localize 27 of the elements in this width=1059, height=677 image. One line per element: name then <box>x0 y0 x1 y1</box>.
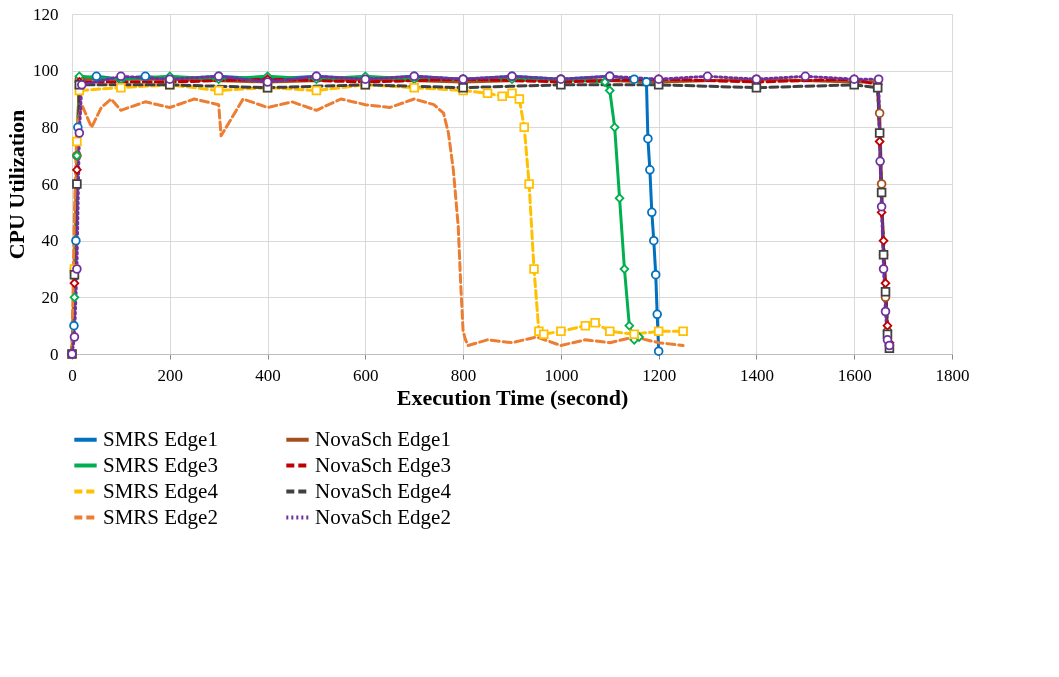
y-tick-label: 60 <box>41 174 59 194</box>
legend-label: NovaSch Edge1 <box>315 426 451 451</box>
x-tick-label: 600 <box>353 365 379 385</box>
x-tick-label: 0 <box>68 365 77 385</box>
x-tick-label: 800 <box>450 365 477 385</box>
legend-label: NovaSch Edge4 <box>315 478 452 503</box>
legend-label: SMRS Edge2 <box>103 504 218 529</box>
x-tick-label: 400 <box>255 365 281 385</box>
legend-label: SMRS Edge3 <box>103 452 218 477</box>
x-tick-label: 1800 <box>935 365 970 385</box>
x-tick-label: 1000 <box>544 365 579 385</box>
y-tick-label: 20 <box>41 287 59 307</box>
x-tick-label: 200 <box>157 365 184 385</box>
legend-label: NovaSch Edge3 <box>315 452 451 477</box>
x-tick-label: 1600 <box>837 365 872 385</box>
legend-label: SMRS Edge4 <box>103 478 219 503</box>
x-tick-label: 1200 <box>642 365 677 385</box>
y-tick-label: 80 <box>41 117 59 137</box>
y-axis-title: CPU Utilization <box>4 109 29 260</box>
y-tick-label: 40 <box>41 231 59 251</box>
y-tick-label: 0 <box>50 344 59 364</box>
legend-label: NovaSch Edge2 <box>315 504 451 529</box>
x-tick-label: 1400 <box>739 365 774 385</box>
y-tick-label: 100 <box>33 61 59 81</box>
x-axis-title: Execution Time (second) <box>396 384 629 410</box>
legend-label: SMRS Edge1 <box>103 426 218 451</box>
y-tick-label: 120 <box>33 4 59 24</box>
